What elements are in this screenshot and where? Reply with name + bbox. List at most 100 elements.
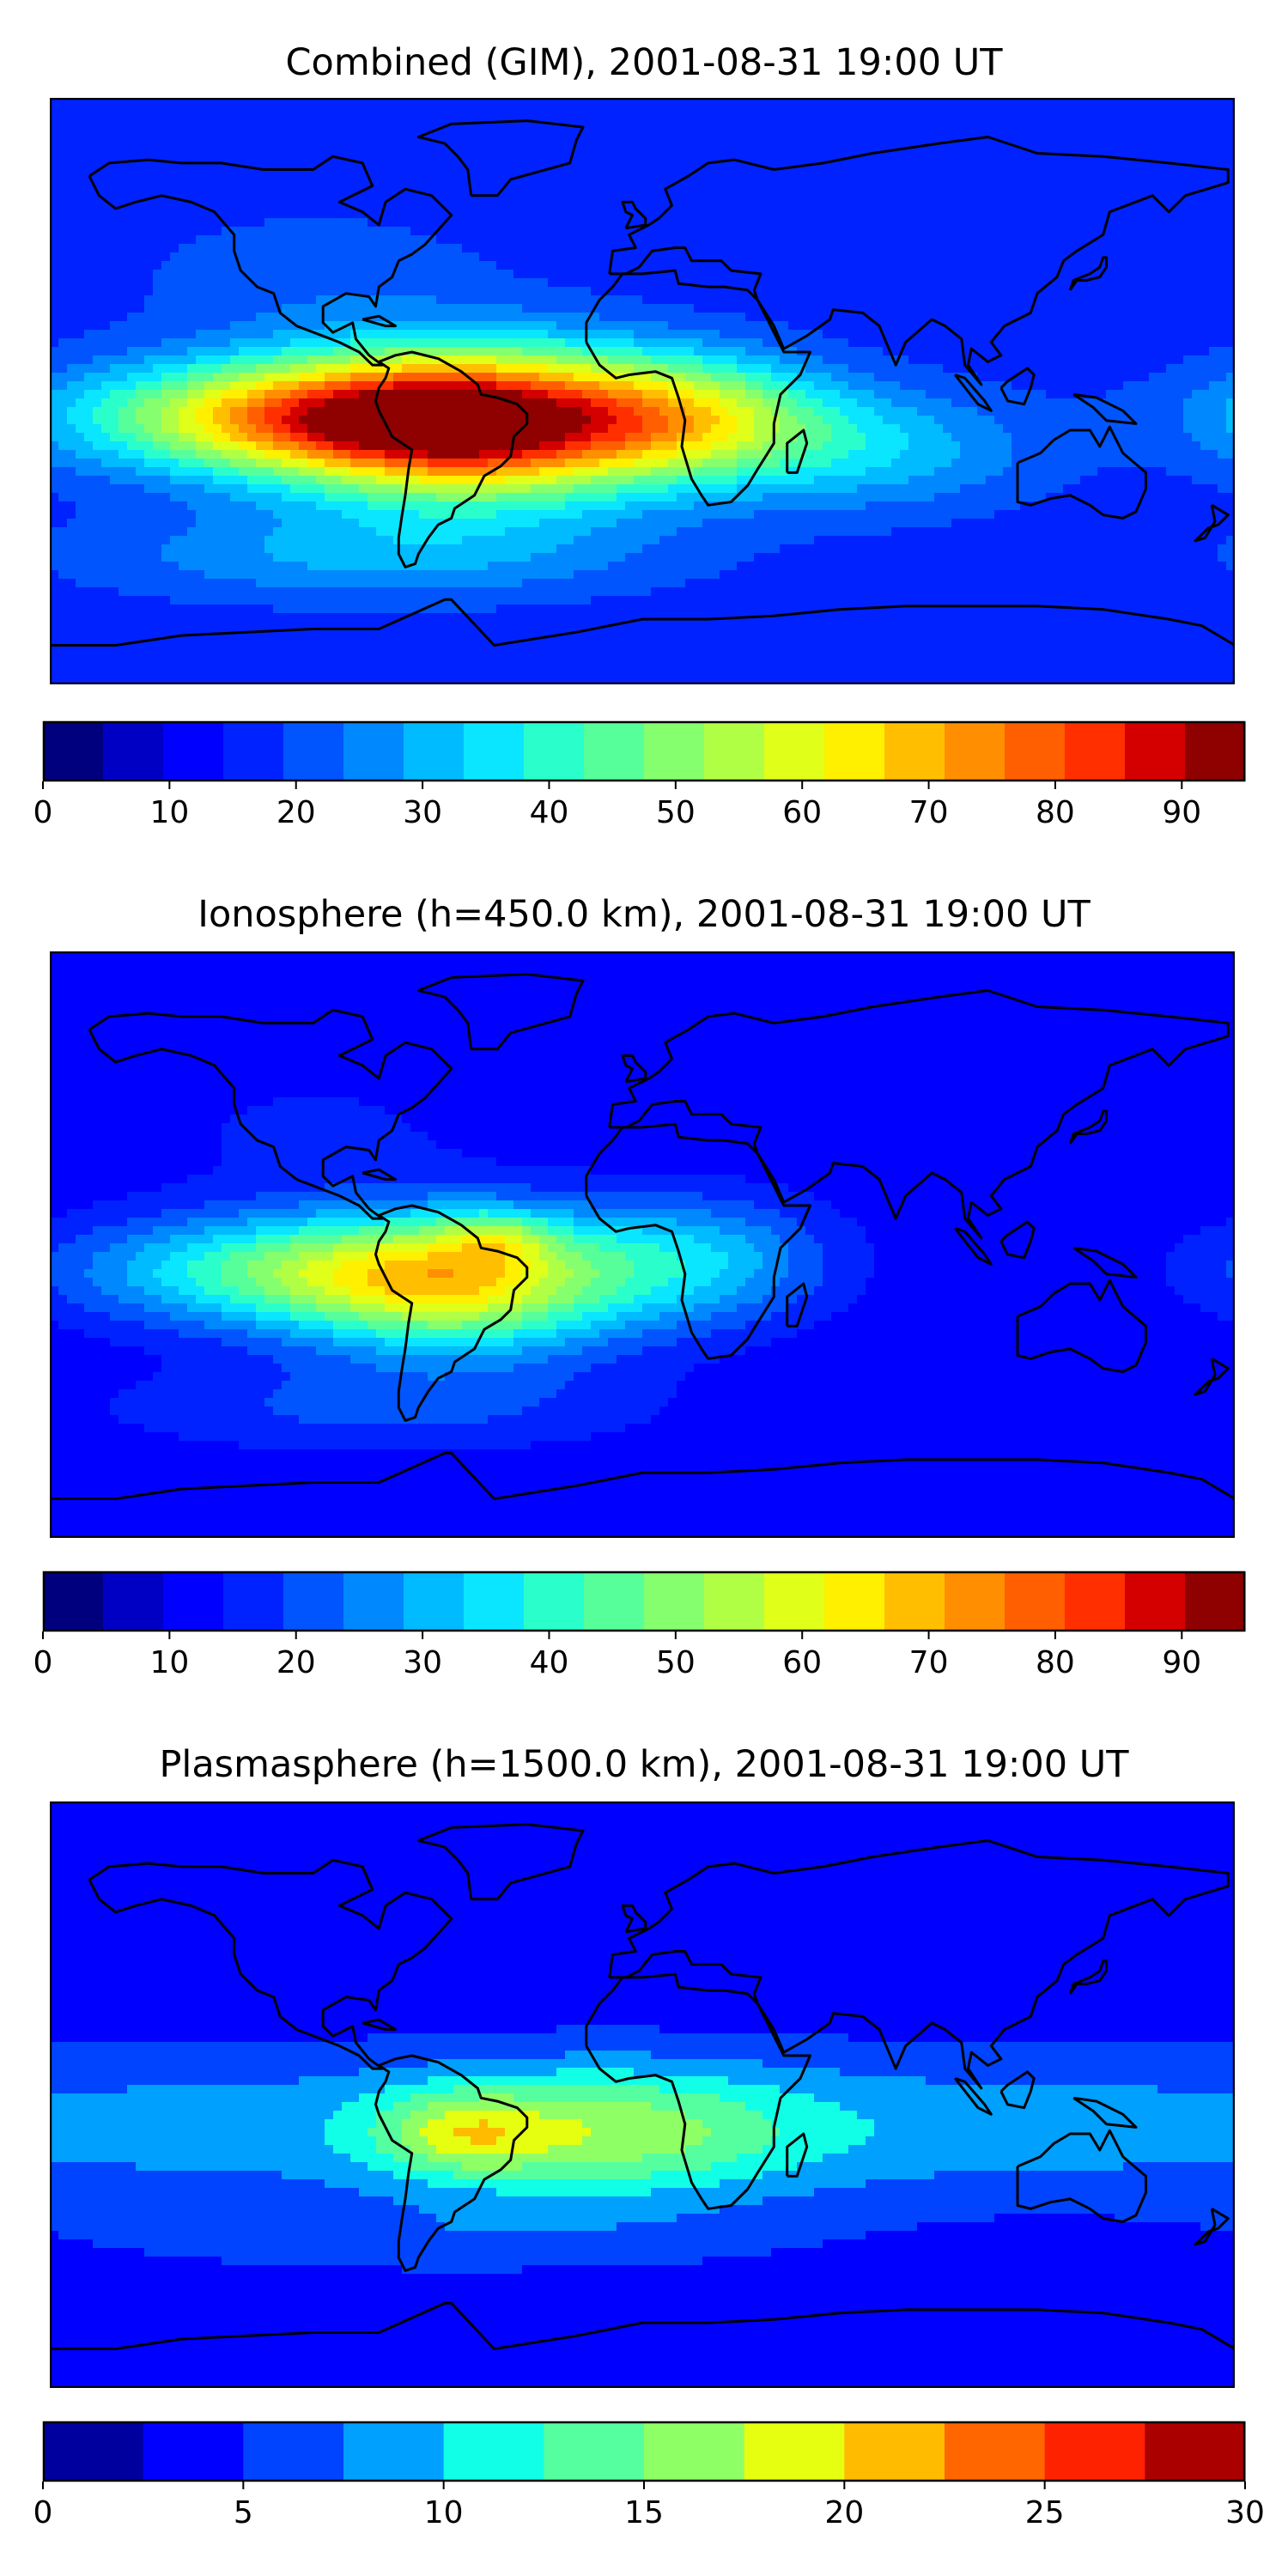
contour-cell	[58, 252, 68, 262]
contour-cell	[136, 244, 145, 253]
contour-cell	[788, 227, 798, 236]
contour-cell	[1037, 167, 1047, 176]
contour-cell	[548, 390, 557, 399]
contour-cell	[1072, 210, 1081, 219]
contour-cell	[625, 252, 635, 262]
contour-cell	[222, 218, 231, 228]
contour-cell	[574, 210, 583, 219]
contour-cell	[1097, 106, 1107, 116]
contour-cell	[393, 321, 403, 331]
contour-cell	[1218, 390, 1227, 399]
contour-cell	[754, 304, 763, 313]
contour-cell	[951, 390, 961, 399]
contour-cell	[591, 244, 600, 253]
contour-cell	[762, 132, 772, 142]
contour-cell	[1149, 124, 1158, 133]
contour-cell	[866, 201, 875, 210]
contour-cell	[1046, 158, 1055, 167]
contour-cell	[694, 210, 703, 219]
contour-cell	[694, 304, 703, 313]
contour-cell	[582, 158, 592, 167]
contour-cell	[127, 175, 137, 185]
contour-cell	[900, 98, 909, 107]
contour-cell	[488, 218, 497, 228]
contour-cell	[453, 390, 463, 399]
contour-cell	[642, 295, 652, 305]
contour-cell	[1218, 304, 1227, 313]
contour-cell	[316, 338, 325, 348]
contour-cell	[1123, 355, 1133, 365]
contour-cell	[805, 201, 815, 210]
contour-cell	[1054, 321, 1064, 331]
contour-cell	[1183, 244, 1193, 253]
contour-cell	[831, 192, 841, 202]
contour-cell	[908, 270, 918, 279]
contour-cell	[797, 330, 806, 339]
contour-cell	[1123, 98, 1133, 107]
contour-cell	[634, 115, 643, 125]
contour-cell	[1123, 141, 1133, 150]
contour-cell	[1115, 106, 1124, 116]
contour-cell	[101, 115, 111, 125]
contour-cell	[934, 381, 944, 391]
contour-cell	[917, 270, 927, 279]
contour-cell	[462, 278, 471, 288]
contour-cell	[642, 338, 652, 348]
contour-cell	[1012, 261, 1021, 270]
contour-cell	[84, 407, 94, 416]
contour-cell	[848, 235, 858, 245]
contour-cell	[582, 398, 592, 408]
contour-cell	[410, 158, 420, 167]
contour-cell	[1115, 115, 1124, 125]
contour-cell	[556, 175, 566, 185]
contour-cell	[582, 364, 592, 374]
contour-cell	[1054, 158, 1064, 167]
contour-cell	[84, 158, 94, 167]
contour-cell	[883, 252, 892, 262]
contour-cell	[273, 149, 283, 159]
contour-cell	[453, 355, 463, 365]
contour-cell	[565, 149, 574, 159]
contour-cell	[642, 321, 652, 331]
contour-cell	[788, 175, 798, 185]
contour-cell	[187, 373, 197, 382]
contour-cell	[471, 390, 480, 399]
contour-cell	[617, 313, 626, 322]
contour-cell	[556, 201, 566, 210]
contour-cell	[419, 287, 428, 296]
contour-cell	[754, 235, 763, 245]
contour-cell	[720, 304, 729, 313]
contour-cell	[93, 141, 102, 150]
contour-cell	[419, 175, 428, 185]
contour-cell	[1089, 270, 1098, 279]
contour-cell	[213, 124, 222, 133]
contour-cell	[410, 287, 420, 296]
contour-cell	[1226, 124, 1235, 133]
contour-cell	[934, 184, 944, 193]
contour-cell	[857, 252, 866, 262]
contour-cell	[342, 175, 351, 185]
contour-cell	[556, 338, 566, 348]
contour-cell	[1089, 261, 1098, 270]
contour-cell	[299, 158, 308, 167]
contour-cell	[496, 347, 506, 356]
contour-cell	[745, 235, 755, 245]
contour-cell	[290, 210, 300, 219]
contour-cell	[1080, 192, 1090, 202]
contour-cell	[1183, 330, 1193, 339]
contour-cell	[333, 184, 343, 193]
contour-cell	[179, 132, 188, 142]
contour-cell	[986, 124, 995, 133]
contour-cell	[1106, 124, 1115, 133]
contour-cell	[608, 167, 617, 176]
contour-cell	[136, 167, 145, 176]
contour-cell	[1183, 132, 1193, 142]
contour-cell	[702, 295, 712, 305]
contour-cell	[1097, 313, 1107, 322]
contour-cell	[393, 227, 403, 236]
contour-cell	[754, 201, 763, 210]
contour-cell	[805, 278, 815, 288]
contour-cell	[1106, 235, 1115, 245]
contour-cell	[359, 338, 368, 348]
contour-cell	[84, 398, 94, 408]
